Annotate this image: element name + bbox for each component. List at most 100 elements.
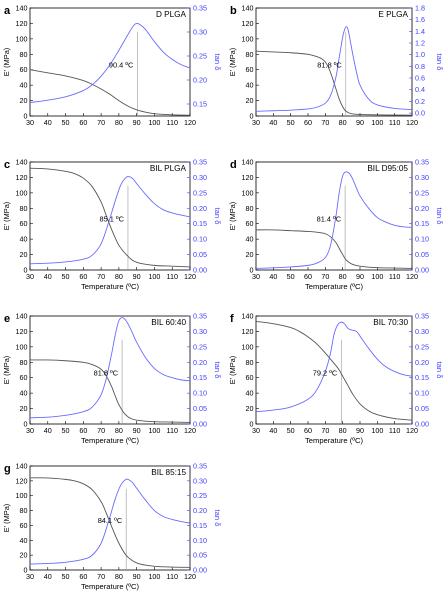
plot-frame bbox=[29, 161, 191, 271]
y2-tick-label: 0.15 bbox=[415, 373, 429, 382]
x-tick-label: 100 bbox=[148, 572, 160, 581]
x-tick-label: 30 bbox=[26, 118, 34, 127]
chart-panel-f: f 30 40 50 60 70 80 90 100 110 120 Temperature (ºC)… bbox=[228, 312, 444, 446]
y-tick-label: 120 bbox=[16, 327, 28, 336]
y-tick-label: 0 bbox=[24, 112, 28, 121]
y-tick-label: 20 bbox=[246, 96, 254, 105]
y-tick-label: 20 bbox=[20, 404, 28, 413]
y-tick-label: 40 bbox=[20, 235, 28, 244]
plot-frame bbox=[29, 315, 191, 425]
x-tick-label: 30 bbox=[26, 426, 34, 435]
x-tick-label: 120 bbox=[406, 118, 418, 127]
y-tick-label: 140 bbox=[16, 4, 28, 13]
y2-tick-label: 0.30 bbox=[415, 173, 429, 182]
y2-tick-label: 0.20 bbox=[193, 358, 207, 367]
y2-tick-label: 0.05 bbox=[193, 250, 207, 259]
panel-letter: e bbox=[4, 313, 10, 325]
y-tick-label: 140 bbox=[242, 4, 254, 13]
x-tick-label: 90 bbox=[133, 426, 141, 435]
y2-tick-label: 0.20 bbox=[193, 76, 207, 85]
x-tick-label: 110 bbox=[389, 118, 400, 127]
y-tick-label: 140 bbox=[242, 312, 254, 321]
y-tick-label: 100 bbox=[16, 34, 28, 43]
y-tick-label: 0 bbox=[250, 420, 254, 429]
y-tick-label: 100 bbox=[16, 188, 28, 197]
x-tick-label: 90 bbox=[133, 272, 141, 281]
y-tick-label: 20 bbox=[20, 96, 28, 105]
y-tick-label: 140 bbox=[16, 462, 28, 471]
panel-title: BIL 60:40 bbox=[151, 318, 186, 327]
y2-axis-label: tan δ bbox=[213, 54, 222, 71]
x-tick-label: 80 bbox=[115, 272, 123, 281]
x-tick-label: 90 bbox=[356, 118, 364, 127]
y-axis-label: E' (MPa) bbox=[2, 356, 11, 385]
x-axis-label: Temperature (ºC) bbox=[81, 436, 140, 445]
y-tick-label: 80 bbox=[20, 506, 28, 515]
panel-letter: c bbox=[4, 159, 10, 171]
y-tick-label: 20 bbox=[246, 250, 254, 259]
y2-tick-label: 0.30 bbox=[415, 327, 429, 336]
x-tick-label: 60 bbox=[304, 426, 312, 435]
panel-letter: a bbox=[4, 5, 11, 17]
chart-panel-d: d 30 40 50 60 70 80 90 100 110 120 Temperature (ºC)… bbox=[228, 158, 444, 292]
y-tick-label: 120 bbox=[16, 476, 28, 485]
x-tick-label: 90 bbox=[133, 118, 141, 127]
x-tick-label: 120 bbox=[184, 118, 196, 127]
x-tick-label: 40 bbox=[269, 118, 277, 127]
y2-tick-label: 0.10 bbox=[415, 235, 429, 244]
y-tick-label: 140 bbox=[242, 158, 254, 167]
x-tick-label: 80 bbox=[115, 572, 123, 581]
panel-title: BIL 70:30 bbox=[373, 318, 408, 327]
y-tick-label: 20 bbox=[20, 551, 28, 560]
y2-tick-label: 0.25 bbox=[193, 52, 207, 61]
y-tick-label: 80 bbox=[246, 358, 254, 367]
y2-tick-label: 0.00 bbox=[193, 566, 207, 575]
x-tick-label: 100 bbox=[371, 426, 383, 435]
y-tick-label: 60 bbox=[20, 373, 28, 382]
x-tick-label: 100 bbox=[371, 272, 383, 281]
x-tick-label: 100 bbox=[148, 426, 160, 435]
x-tick-label: 60 bbox=[304, 272, 312, 281]
y2-axis-label: tan δ bbox=[435, 362, 444, 379]
peak-temperature-label: 81.4 ºC bbox=[317, 214, 342, 223]
plot-frame bbox=[255, 315, 413, 425]
y-tick-label: 80 bbox=[20, 204, 28, 213]
storage-modulus-curve bbox=[30, 69, 190, 116]
x-tick-label: 50 bbox=[62, 572, 70, 581]
y-tick-label: 0 bbox=[250, 266, 254, 275]
y2-tick-label: 1.8 bbox=[415, 4, 425, 13]
x-tick-label: 50 bbox=[287, 118, 295, 127]
tan-delta-curve bbox=[30, 478, 190, 565]
plot-frame bbox=[29, 7, 191, 117]
panel-title: E PLGA bbox=[378, 10, 408, 19]
y2-axis-label: tan δ bbox=[213, 362, 222, 379]
y2-tick-label: 0.20 bbox=[193, 204, 207, 213]
y2-axis-label: tan δ bbox=[213, 510, 222, 527]
y-tick-label: 40 bbox=[20, 81, 28, 90]
x-tick-label: 70 bbox=[321, 272, 329, 281]
chart-panel-b: b 30 40 50 60 70 80 90 100 110 120 0 20 40 60 80 100 120 1… bbox=[228, 4, 444, 128]
y2-axis-label: tan δ bbox=[435, 54, 444, 71]
y2-tick-label: 0.25 bbox=[193, 342, 207, 351]
x-tick-label: 70 bbox=[321, 118, 329, 127]
y2-tick-label: 0.25 bbox=[415, 188, 429, 197]
x-tick-label: 90 bbox=[356, 272, 364, 281]
x-tick-label: 40 bbox=[269, 272, 277, 281]
x-tick-label: 100 bbox=[148, 272, 160, 281]
chart-panel-a: a 30 40 50 60 70 80 90 100 110 120 0 20 40 60 80 100 120 1… bbox=[2, 4, 222, 128]
x-tick-label: 110 bbox=[166, 272, 177, 281]
x-tick-label: 110 bbox=[166, 572, 177, 581]
y2-tick-label: 0.15 bbox=[193, 373, 207, 382]
y2-tick-label: 0.00 bbox=[415, 266, 429, 275]
plot-frame bbox=[29, 465, 191, 571]
y2-tick-label: 0.30 bbox=[193, 173, 207, 182]
y-tick-label: 0 bbox=[24, 266, 28, 275]
y2-tick-label: 0.35 bbox=[415, 312, 429, 321]
x-tick-label: 40 bbox=[44, 118, 52, 127]
plot-frame bbox=[255, 161, 413, 271]
x-tick-label: 70 bbox=[97, 426, 105, 435]
y2-tick-label: 0.30 bbox=[193, 28, 207, 37]
panel-title: BIL PLGA bbox=[150, 164, 187, 173]
x-tick-label: 80 bbox=[339, 272, 347, 281]
